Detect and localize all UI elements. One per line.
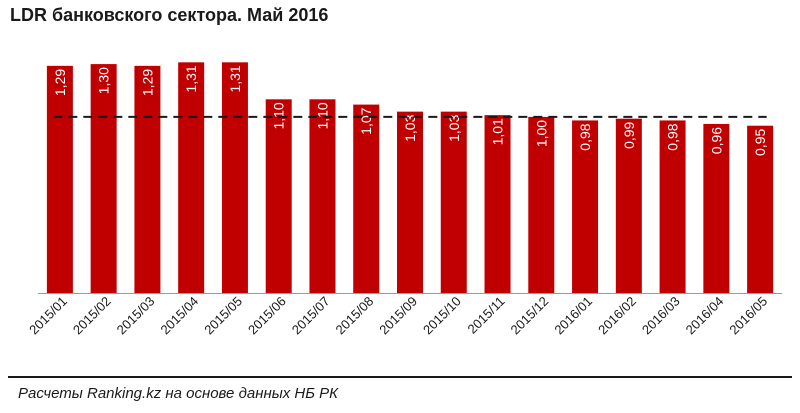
data-label-2015/04: 1,31 bbox=[183, 65, 199, 92]
bar-2015/05 bbox=[221, 62, 248, 294]
data-label-2015/10: 1,03 bbox=[446, 114, 462, 141]
x-tick-label-2015/08: 2015/08 bbox=[333, 294, 377, 338]
data-label-2015/06: 1,10 bbox=[271, 102, 287, 129]
x-tick-label-2015/12: 2015/12 bbox=[508, 294, 552, 338]
chart-title: LDR банковского сектора. Май 2016 bbox=[10, 5, 329, 25]
data-label-2015/07: 1,10 bbox=[314, 102, 330, 129]
bar-2015/03 bbox=[134, 65, 161, 293]
source-footnote: Расчеты Ranking.kz на основе данных НБ Р… bbox=[18, 385, 339, 402]
data-label-2015/02: 1,30 bbox=[96, 67, 112, 94]
bar-2016/04 bbox=[703, 123, 730, 294]
x-tick-label-2015/04: 2015/04 bbox=[157, 294, 201, 338]
data-label-2015/08: 1,07 bbox=[358, 107, 374, 134]
data-label-2016/05: 0,95 bbox=[752, 129, 768, 156]
bar-2015/04 bbox=[178, 62, 205, 294]
x-tick-label-2015/11: 2015/11 bbox=[464, 294, 507, 337]
x-tick-label-2015/02: 2015/02 bbox=[70, 294, 114, 338]
x-tick-label-2015/10: 2015/10 bbox=[420, 294, 464, 338]
bars-layer bbox=[46, 62, 774, 294]
bar-2015/02 bbox=[90, 64, 117, 293]
x-tick-labels-layer: 2015/01 2015/02 2015/03 2015/04 2015/05 2015/… bbox=[26, 294, 770, 338]
data-label-2016/01: 0,98 bbox=[577, 123, 593, 150]
data-labels-layer: 1,29 1,30 1,29 1,31 1,31 1,10 1,10 1,07 1,03 1,03… bbox=[52, 65, 768, 156]
data-label-2016/03: 0,98 bbox=[665, 123, 681, 150]
x-tick-label-2016/05: 2016/05 bbox=[726, 294, 770, 338]
bar-2016/03 bbox=[659, 120, 686, 293]
bar-2015/07 bbox=[309, 99, 336, 293]
x-tick-label-2016/04: 2016/04 bbox=[683, 294, 727, 338]
bar-2015/11 bbox=[484, 115, 511, 293]
bar-2015/09 bbox=[397, 111, 423, 293]
bar-2015/12 bbox=[528, 116, 555, 293]
bar-2016/02 bbox=[615, 118, 642, 293]
data-label-2015/05: 1,31 bbox=[227, 65, 243, 92]
x-tick-label-2016/03: 2016/03 bbox=[639, 294, 683, 338]
x-tick-label-2016/02: 2016/02 bbox=[595, 294, 639, 338]
bar-2015/10 bbox=[440, 111, 467, 293]
data-label-2015/09: 1,03 bbox=[402, 114, 418, 141]
x-tick-label-2015/05: 2015/05 bbox=[201, 294, 245, 338]
data-label-2015/03: 1,29 bbox=[139, 69, 155, 96]
bar-2015/01 bbox=[46, 65, 73, 293]
x-tick-label-2015/07: 2015/07 bbox=[289, 294, 333, 338]
x-tick-label-2015/03: 2015/03 bbox=[114, 294, 158, 338]
x-tick-label-2015/09: 2015/09 bbox=[376, 294, 420, 338]
data-label-2016/04: 0,96 bbox=[708, 127, 724, 154]
bar-2016/05 bbox=[747, 125, 774, 293]
ldr-bar-chart: 1,29 1,30 1,29 1,31 1,31 1,10 1,10 1,07 1,03 1,03… bbox=[26, 62, 782, 338]
data-label-2015/11: 1,01 bbox=[490, 118, 506, 145]
data-label-2015/01: 1,29 bbox=[52, 69, 68, 96]
x-tick-label-2015/01: 2015/01 bbox=[26, 294, 70, 338]
data-label-2016/02: 0,99 bbox=[621, 121, 637, 148]
x-tick-label-2016/01: 2016/01 bbox=[551, 294, 595, 338]
x-tick-label-2015/06: 2015/06 bbox=[245, 294, 289, 338]
data-label-2015/12: 1,00 bbox=[533, 120, 549, 147]
footer-divider bbox=[8, 376, 792, 378]
bar-2015/08 bbox=[353, 104, 380, 293]
bar-2016/01 bbox=[572, 120, 599, 293]
bar-2015/06 bbox=[265, 99, 292, 293]
